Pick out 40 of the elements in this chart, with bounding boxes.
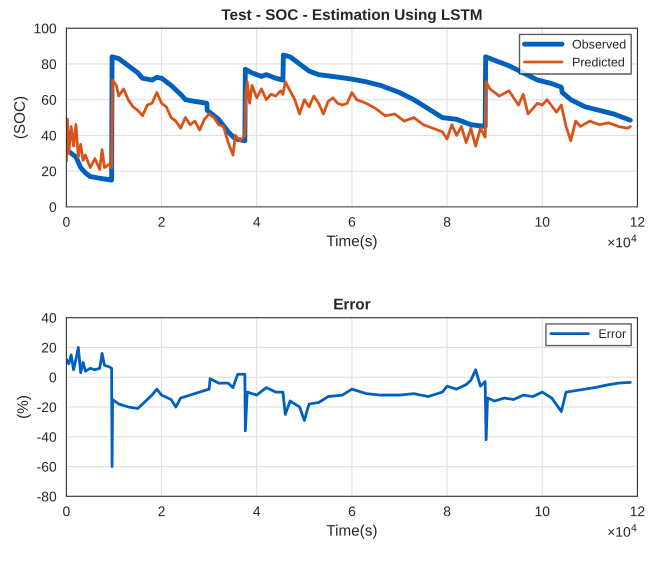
x-tick-label: 4 bbox=[253, 217, 260, 227]
x-axis-title: Time(s) bbox=[326, 524, 377, 539]
chart-title: Error bbox=[334, 298, 370, 310]
x-tick-label: 0 bbox=[63, 506, 70, 516]
x-tick-label: 12 bbox=[630, 506, 644, 516]
line-series bbox=[66, 78, 632, 171]
x-tick-label: 0 bbox=[63, 216, 70, 227]
x-tick-label: 4 bbox=[253, 506, 260, 516]
x-axis-title: Time(s) bbox=[326, 235, 377, 250]
y-tick-label: -20 bbox=[37, 402, 56, 412]
y-tick-label: 80 bbox=[42, 59, 56, 70]
y-tick-label: -60 bbox=[37, 462, 56, 472]
x-tick-label: 2 bbox=[158, 216, 165, 227]
line-series bbox=[66, 346, 632, 468]
x-tick-label: 6 bbox=[348, 506, 356, 516]
x-tick-label: 6 bbox=[348, 216, 356, 227]
x-tick-label: 8 bbox=[444, 506, 450, 516]
y-tick-label: 40 bbox=[42, 312, 56, 323]
legend-label: Predicted bbox=[573, 57, 624, 67]
x-tick-label: 2 bbox=[158, 506, 165, 516]
text: ×10$^{4}$ bbox=[608, 524, 636, 537]
y-tick-label: 20 bbox=[42, 166, 56, 176]
x-tick-label: 8 bbox=[444, 216, 450, 227]
x-tick-label: 12 bbox=[630, 216, 644, 227]
y-tick-label: 0 bbox=[49, 202, 56, 212]
y-axis-title: (SOC) bbox=[14, 96, 28, 138]
y-tick-label: 20 bbox=[42, 342, 56, 353]
x-tick-label: 10 bbox=[536, 506, 550, 516]
y-tick-label: 100 bbox=[34, 24, 56, 34]
x-tick-label: 10 bbox=[536, 216, 550, 227]
legend-label: Error bbox=[599, 329, 626, 338]
y-tick-label: 60 bbox=[42, 95, 56, 105]
text: ×10$^{4}$ bbox=[608, 234, 636, 248]
y-tick-label: -40 bbox=[37, 432, 56, 442]
y-tick-label: 40 bbox=[42, 130, 56, 141]
chart-title: Test - SOC - Estimation Using LSTM bbox=[222, 8, 482, 24]
y-tick-label: -80 bbox=[37, 492, 56, 502]
y-axis-title: (%) bbox=[16, 396, 32, 418]
y-tick-label: 0 bbox=[49, 372, 56, 382]
legend-label: Observed bbox=[572, 39, 626, 49]
